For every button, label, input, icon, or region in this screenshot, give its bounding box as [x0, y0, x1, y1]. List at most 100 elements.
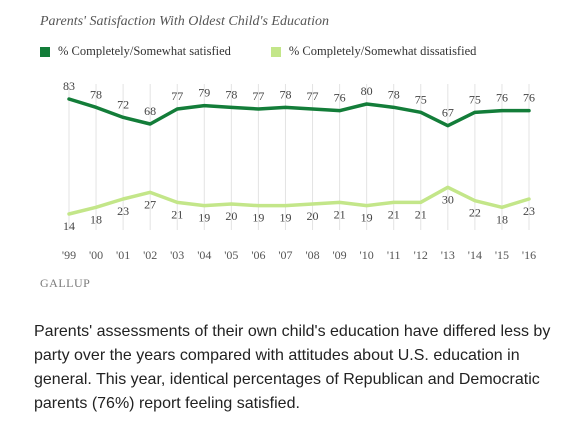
- data-point: [283, 105, 287, 109]
- data-point: [500, 205, 504, 209]
- x-tick-label: '10: [360, 248, 374, 262]
- data-label: 83: [63, 79, 75, 93]
- data-label: 78: [279, 87, 291, 101]
- data-label: 21: [334, 207, 346, 221]
- data-label: 77: [307, 89, 319, 103]
- data-point: [202, 204, 206, 208]
- data-label: 21: [388, 207, 400, 221]
- data-point: [311, 202, 315, 206]
- data-point: [148, 122, 152, 126]
- data-label: 78: [90, 87, 102, 101]
- data-point: [446, 124, 450, 128]
- data-point: [94, 105, 98, 109]
- data-point: [202, 104, 206, 108]
- x-tick-label: '02: [143, 248, 157, 262]
- legend-swatch-satisfied: [40, 46, 50, 57]
- caption: Parents' assessments of their own child'…: [34, 323, 551, 412]
- x-tick-label: '06: [251, 248, 265, 262]
- data-label: 72: [117, 97, 129, 111]
- data-label: 19: [252, 211, 264, 225]
- data-label: 19: [198, 211, 210, 225]
- data-point: [67, 97, 71, 101]
- data-point: [527, 109, 531, 113]
- data-point: [67, 212, 71, 216]
- data-label: 78: [225, 87, 237, 101]
- data-point: [338, 109, 342, 113]
- data-label: 20: [225, 209, 237, 223]
- x-tick-label: '11: [387, 248, 401, 262]
- data-label: 14: [63, 219, 75, 233]
- data-label: 76: [523, 91, 535, 105]
- data-point: [229, 202, 233, 206]
- data-label: 75: [415, 92, 427, 106]
- legend: % Completely/Somewhat satisfied % Comple…: [40, 44, 516, 59]
- data-label: 77: [171, 89, 183, 103]
- data-point: [148, 190, 152, 194]
- data-label: 79: [198, 86, 210, 100]
- data-label: 23: [117, 204, 129, 218]
- data-point: [365, 102, 369, 106]
- data-label: 19: [361, 211, 373, 225]
- data-point: [256, 107, 260, 111]
- data-point: [94, 205, 98, 209]
- legend-label-dissatisfied: % Completely/Somewhat dissatisfied: [288, 44, 477, 58]
- data-point: [283, 204, 287, 208]
- data-label: 27: [144, 197, 156, 211]
- x-tick-label: '13: [441, 248, 455, 262]
- data-label: 18: [496, 212, 508, 226]
- data-point: [392, 105, 396, 109]
- x-tick-label: '99: [62, 248, 76, 262]
- chart-title: Parents' Satisfaction With Oldest Child'…: [40, 14, 329, 29]
- x-tick-label: '14: [468, 248, 482, 262]
- legend-label-satisfied: % Completely/Somewhat satisfied: [58, 44, 231, 58]
- x-tick-label: '03: [170, 248, 184, 262]
- data-label: 78: [388, 87, 400, 101]
- series-line-satisfied: [67, 97, 531, 128]
- x-tick-label: '08: [305, 248, 319, 262]
- data-point: [392, 200, 396, 204]
- x-tick-label: '09: [333, 248, 347, 262]
- x-tick-label: '16: [522, 248, 536, 262]
- x-tick-label: '07: [278, 248, 292, 262]
- legend-item-satisfied: % Completely/Somewhat satisfied: [40, 44, 231, 59]
- legend-item-dissatisfied: % Completely/Somewhat dissatisfied: [270, 44, 477, 59]
- data-label: 77: [252, 89, 264, 103]
- line-chart: 83 78 72 68 77 79 78 77 78 77 76 80 78 75 67 75 76 76 14 18…: [62, 79, 536, 262]
- data-point: [311, 107, 315, 111]
- x-tick-label: '15: [495, 248, 509, 262]
- series-line-dissatisfied: [67, 185, 531, 216]
- data-point: [121, 115, 125, 119]
- data-point: [338, 200, 342, 204]
- data-point: [527, 197, 531, 201]
- data-point: [175, 200, 179, 204]
- gallup-logo: GALLUP: [40, 276, 91, 290]
- legend-swatch-dissatisfied: [270, 46, 281, 57]
- data-label: 18: [90, 212, 102, 226]
- data-point: [229, 105, 233, 109]
- data-label: 75: [469, 92, 481, 106]
- data-label: 22: [469, 206, 481, 220]
- data-label: 68: [144, 104, 156, 118]
- data-label: 30: [442, 192, 454, 206]
- data-label: 21: [415, 207, 427, 221]
- data-label: 20: [307, 209, 319, 223]
- x-tick-label: '12: [414, 248, 428, 262]
- data-label: 76: [334, 91, 346, 105]
- data-point: [500, 109, 504, 113]
- data-label: 76: [496, 91, 508, 105]
- x-tick-label: '01: [116, 248, 130, 262]
- data-point: [419, 110, 423, 114]
- data-label: 80: [361, 84, 373, 98]
- data-point: [175, 107, 179, 111]
- x-tick-label: '05: [224, 248, 238, 262]
- data-point: [256, 204, 260, 208]
- data-point: [473, 199, 477, 203]
- data-point: [365, 204, 369, 208]
- data-point: [419, 200, 423, 204]
- x-tick-label: '04: [197, 248, 211, 262]
- data-label: 23: [523, 204, 535, 218]
- data-point: [473, 110, 477, 114]
- data-point: [121, 197, 125, 201]
- data-label: 21: [171, 207, 183, 221]
- data-label: 19: [279, 211, 291, 225]
